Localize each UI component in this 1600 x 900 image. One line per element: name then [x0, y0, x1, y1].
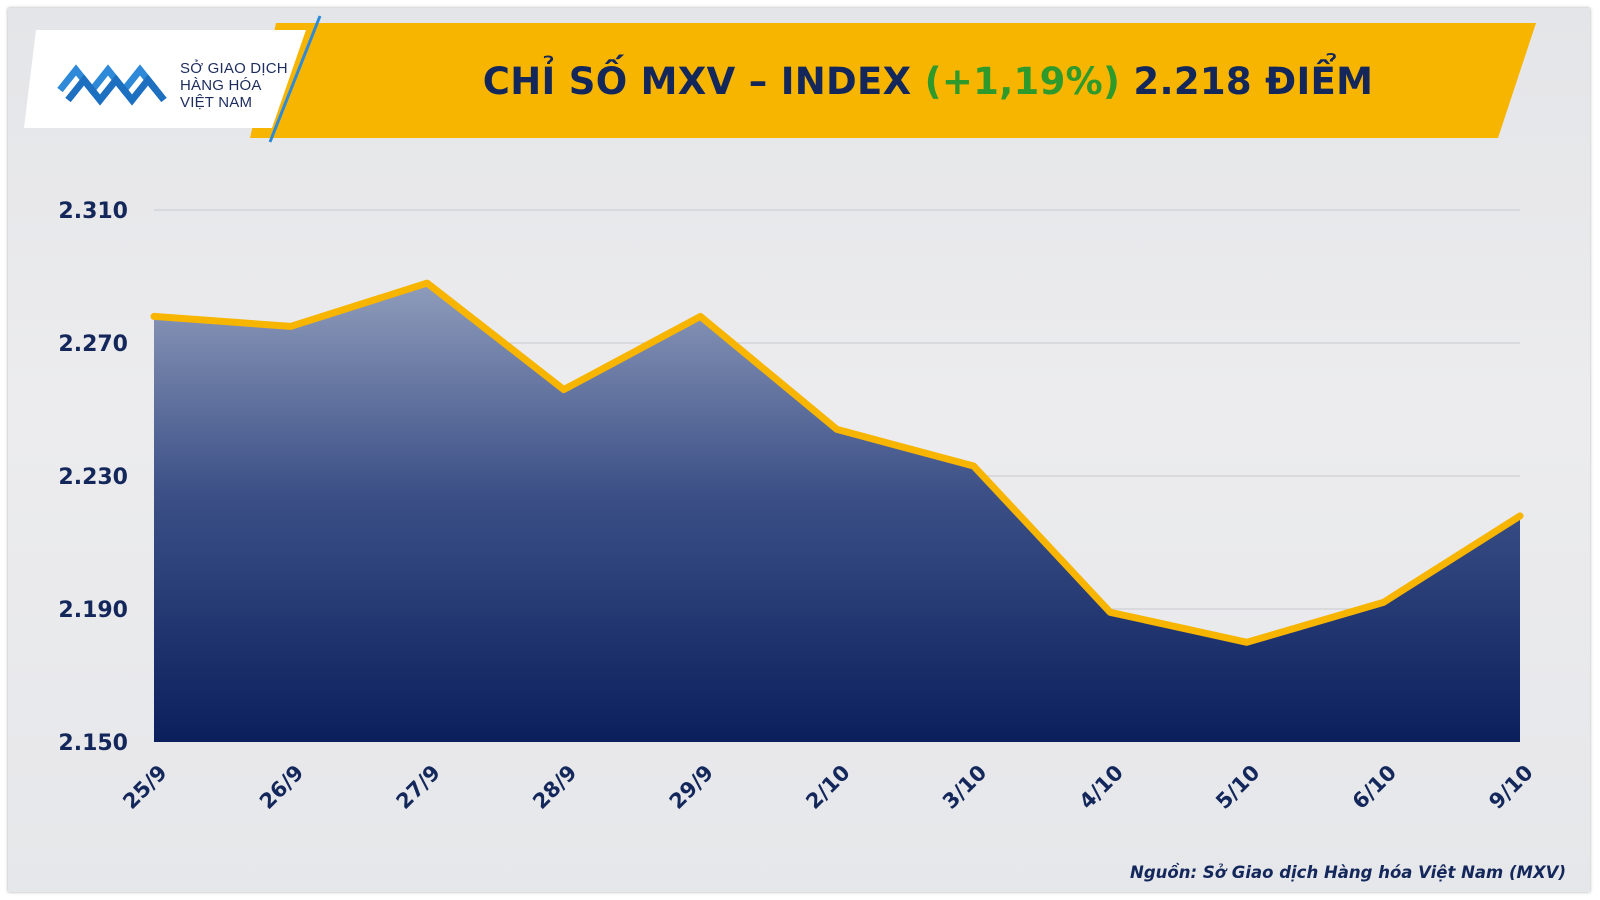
title-change: (+1,19%): [924, 60, 1121, 103]
x-tick-label: 9/10: [1484, 760, 1537, 813]
logo-panel: [24, 30, 306, 128]
x-tick-label: 26/9: [255, 760, 308, 813]
y-tick-label: 2.230: [58, 465, 128, 490]
y-tick-label: 2.190: [58, 598, 128, 623]
chart-title: CHỈ SỐ MXV – INDEX (+1,19%) 2.218 ĐIỂM: [298, 60, 1558, 103]
logo-line-1: SỞ GIAO DỊCH: [180, 60, 288, 77]
mxv-logo-icon: [57, 64, 167, 106]
index-line: [150, 279, 1524, 646]
y-axis-ticks: 2.310 2.270 2.230 2.190 2.150: [58, 199, 128, 756]
area-chart: 2.310 2.270 2.230 2.190 2.150 25/9 26/9 27/9 28…: [58, 199, 1537, 814]
x-axis-ticks: 25/9 26/9 27/9 28/9 29/9 2/10 3/10 4/10 5/10 6/10…: [118, 760, 1537, 813]
source-note: Nguồn: Sở Giao dịch Hàng hóa Việt Nam (M…: [1130, 863, 1566, 882]
area-fill: [154, 283, 1520, 742]
title-banner: [24, 15, 1536, 143]
x-tick-label: 5/10: [1211, 760, 1264, 813]
title-suffix: 2.218 ĐIỂM: [1133, 60, 1374, 103]
y-tick-label: 2.310: [58, 199, 128, 224]
x-tick-label: 3/10: [938, 760, 991, 813]
x-tick-label: 25/9: [118, 760, 171, 813]
chart-card: 2.310 2.270 2.230 2.190 2.150 25/9 26/9 27/9 28…: [8, 8, 1590, 892]
y-tick-label: 2.270: [58, 332, 128, 357]
logo-line-2: HÀNG HÓA: [180, 77, 262, 94]
x-tick-label: 6/10: [1348, 760, 1401, 813]
x-tick-label: 4/10: [1075, 760, 1128, 813]
title-prefix: CHỈ SỐ MXV – INDEX: [482, 60, 912, 103]
logo-line-3: VIỆT NAM: [180, 94, 253, 111]
x-tick-label: 28/9: [528, 760, 581, 813]
y-tick-label: 2.150: [58, 731, 128, 756]
x-tick-label: 27/9: [392, 760, 445, 813]
logo-text: SỞ GIAO DỊCH HÀNG HÓA VIỆT NAM: [180, 60, 288, 111]
x-tick-label: 29/9: [665, 760, 718, 813]
x-tick-label: 2/10: [801, 760, 854, 813]
